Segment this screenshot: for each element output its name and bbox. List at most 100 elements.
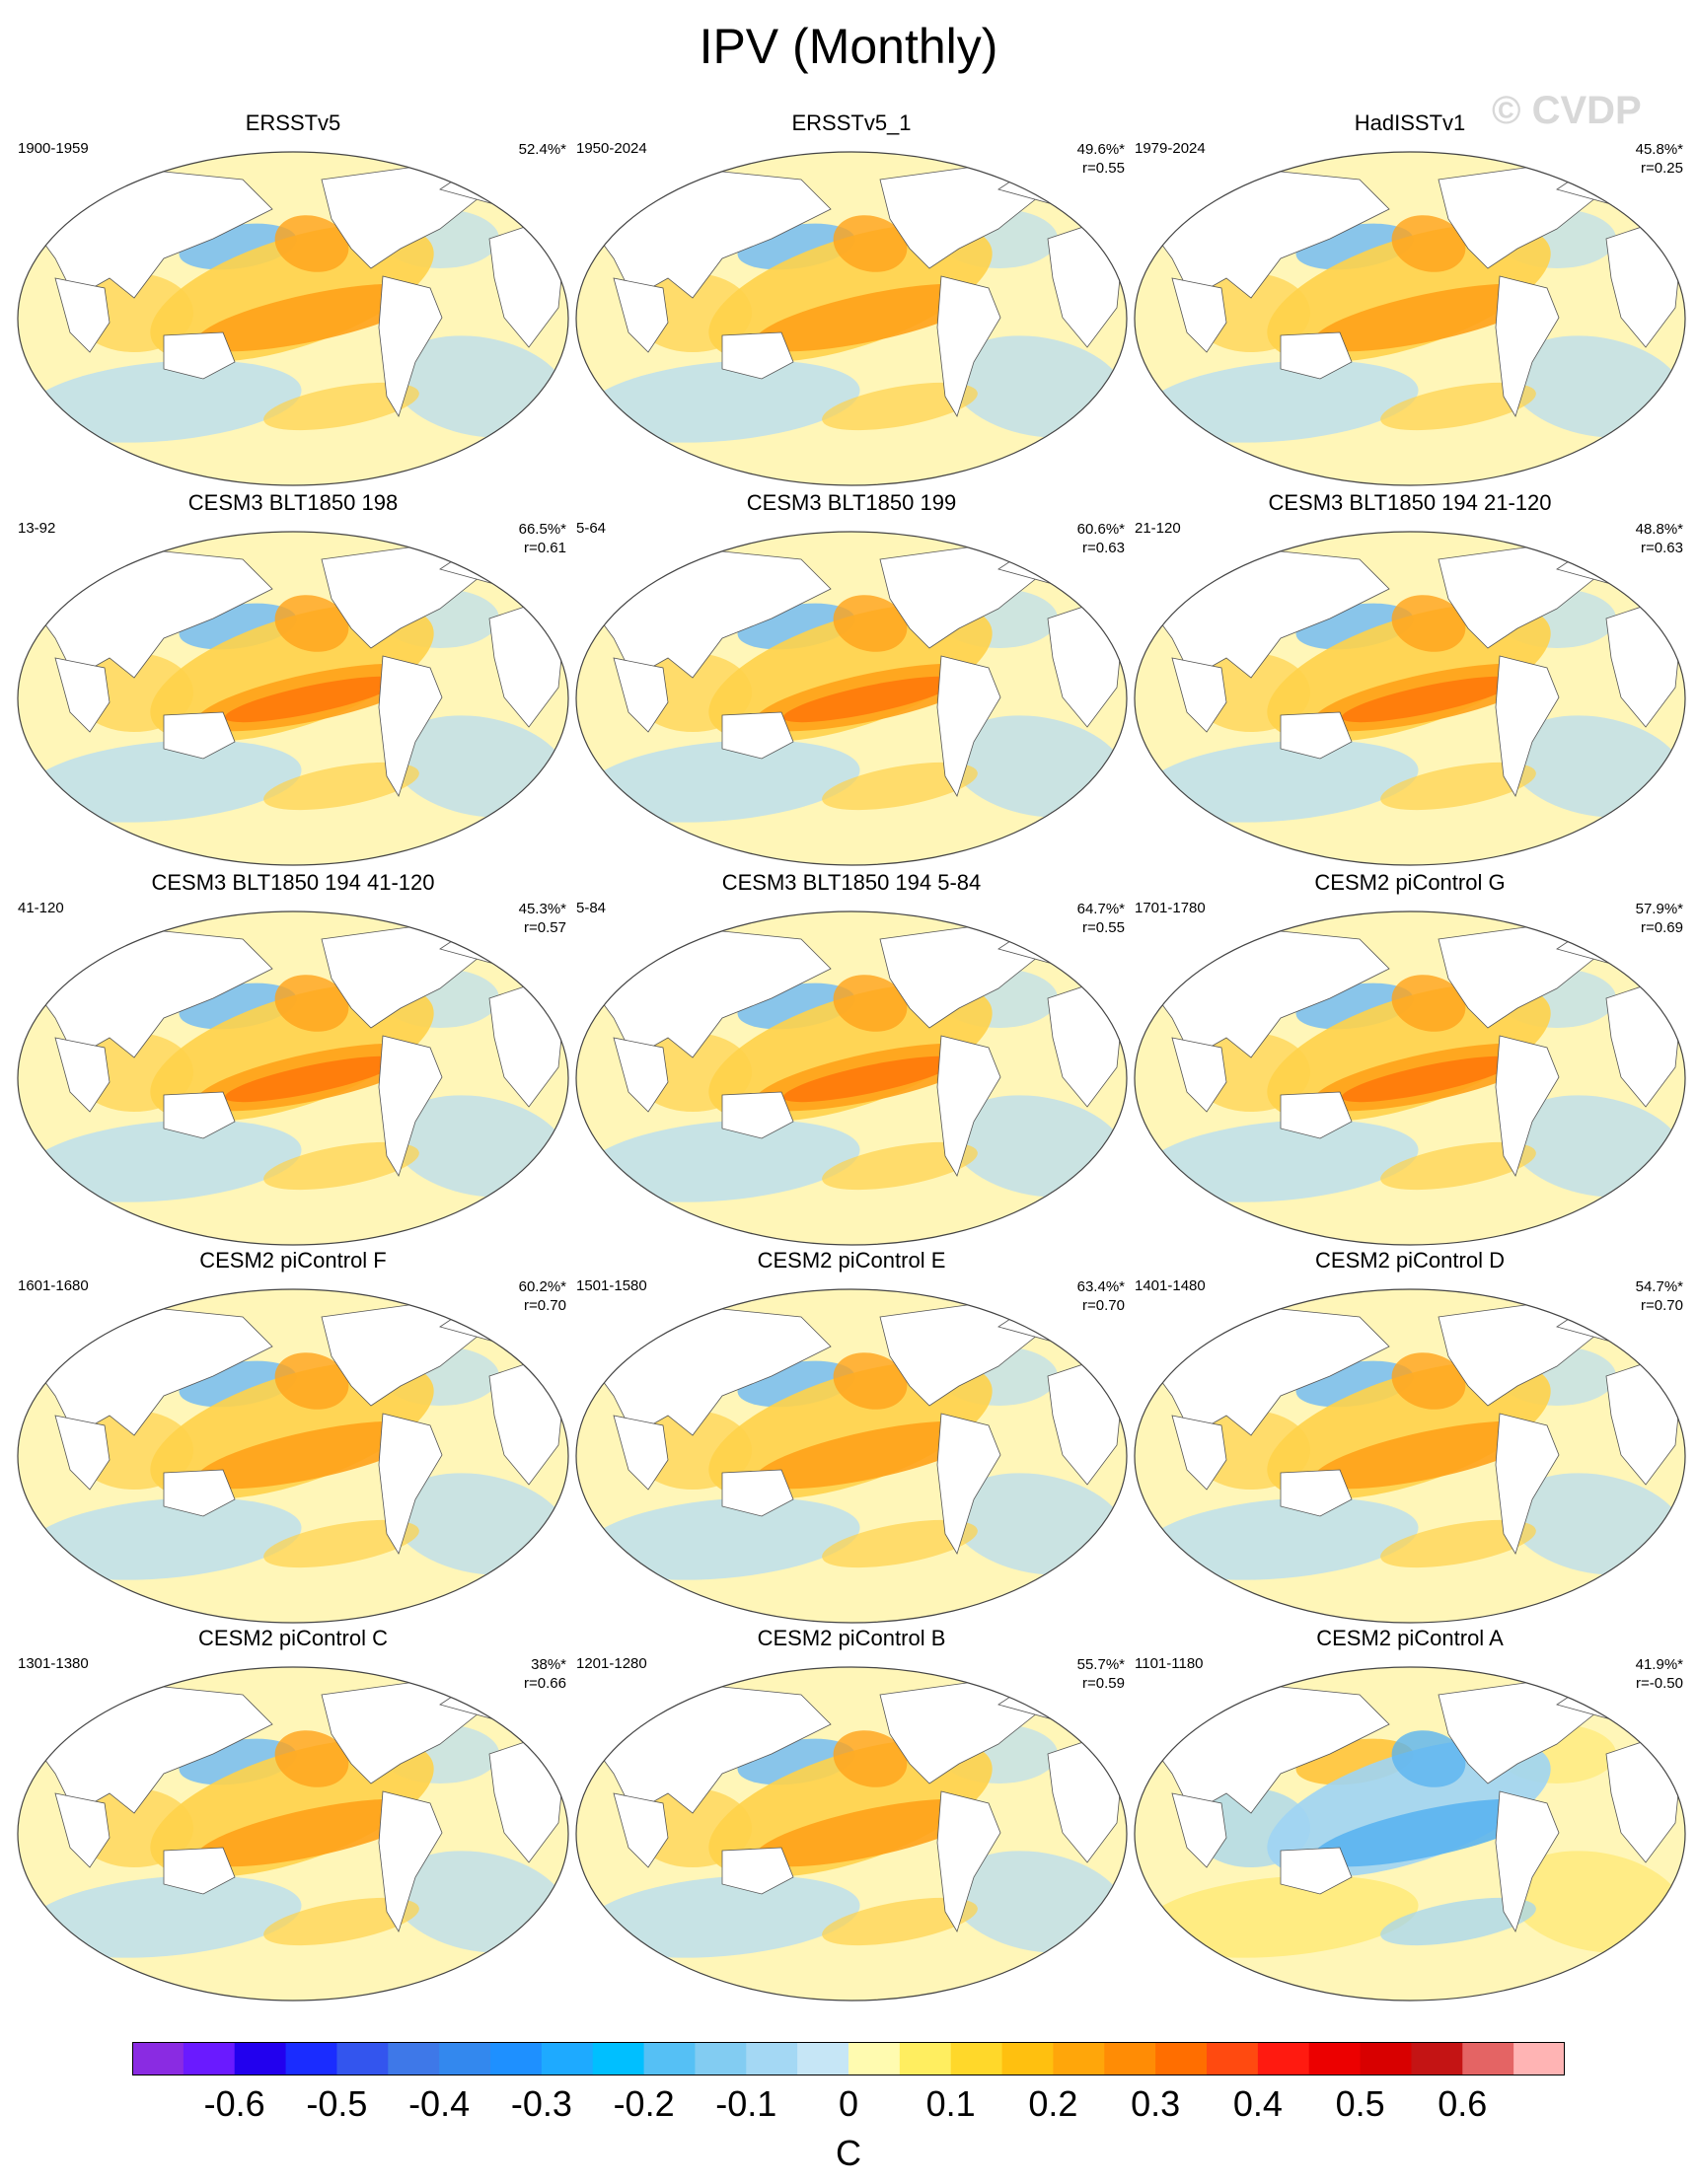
colorbar-swatch: [1104, 2042, 1156, 2075]
colorbar-swatch: [899, 2042, 952, 2075]
variance-percent: 57.9%*: [1635, 901, 1683, 917]
variance-percent: 45.8%*: [1635, 141, 1683, 158]
sst-map: [575, 151, 1128, 486]
warm-anomaly-alaska-coast: [274, 215, 349, 272]
map-border: [1134, 1288, 1686, 1624]
pattern-correlation: r=0.59: [1082, 1675, 1125, 1692]
panel-stats: 64.7%* r=0.55: [1077, 900, 1125, 937]
panel-stats: 48.8%* r=0.63: [1636, 520, 1683, 557]
continent-africa: [613, 277, 669, 353]
colorbar-swatch: [388, 2042, 440, 2075]
colorbar-swatch: [490, 2042, 543, 2075]
continent-africa: [613, 1792, 669, 1868]
continent-africa: [1171, 1037, 1227, 1113]
colorbar-swatch: [1411, 2042, 1463, 2075]
pattern-correlation: r=0.69: [1641, 919, 1683, 936]
pattern-correlation: r=0.55: [1082, 160, 1125, 177]
colorbar-swatch: [1155, 2042, 1208, 2075]
warm-anomaly-core: [1341, 1056, 1516, 1103]
colorbar-tick-label: 0.5: [1335, 2083, 1385, 2124]
map-border: [1134, 531, 1686, 866]
pattern-correlation: r=0.55: [1082, 919, 1125, 936]
map-border: [17, 1288, 569, 1624]
variance-percent: 52.4%*: [518, 141, 566, 158]
map-border: [575, 151, 1128, 486]
map-panel: CESM2 piControl B 1201-1280 55.7%* r=0.59: [574, 1626, 1129, 2002]
warm-anomaly-alaska-coast: [833, 1730, 908, 1787]
continent-south-america: [936, 1790, 1001, 1932]
colorbar-tick-label: 0.2: [1028, 2083, 1078, 2124]
continent-south-america: [1495, 655, 1560, 797]
map-border: [1134, 1666, 1686, 2002]
continent-australia: [1280, 331, 1353, 380]
sst-map: [1134, 151, 1686, 486]
continent-south-america: [1495, 1790, 1560, 1932]
pattern-correlation: r=0.61: [524, 540, 566, 556]
panel-title: CESM3 BLT1850 198: [187, 490, 399, 515]
continent-south-america: [936, 1035, 1001, 1177]
sst-map: [1134, 1288, 1686, 1624]
cool-anomaly-southern-indian: [1143, 360, 1419, 443]
colorbar-swatch: [797, 2042, 849, 2075]
variance-percent: 60.2%*: [518, 1278, 566, 1295]
warm-anomaly-tropical-pacific: [1312, 1420, 1545, 1490]
warm-anomaly-core: [1341, 676, 1516, 723]
map-panel: CESM2 piControl A 1101-1180 41.9%* r=-0.50: [1133, 1626, 1687, 2002]
continent-africa: [613, 657, 669, 733]
continent-africa: [1171, 1792, 1227, 1868]
panel-period: 5-64: [576, 520, 607, 537]
panel-period: 1701-1780: [1135, 900, 1206, 916]
continent-australia: [163, 331, 236, 380]
map-border: [17, 910, 569, 1246]
map-panel: CESM3 BLT1850 199 5-64 60.6%* r=0.63: [574, 490, 1129, 867]
continent-south-america: [936, 1413, 1001, 1555]
warm-anomaly-south-pacific: [1380, 382, 1536, 431]
colorbar-swatch: [746, 2042, 798, 2075]
pattern-correlation: r=0.66: [524, 1675, 566, 1692]
map-border: [575, 910, 1128, 1246]
continent-south-america: [378, 1790, 443, 1932]
continent-africa: [54, 1415, 111, 1491]
panel-period: 1301-1380: [18, 1655, 89, 1672]
pattern-correlation: r=0.70: [1641, 1297, 1683, 1314]
variance-percent: 48.8%*: [1635, 521, 1683, 538]
cool-anomaly-southern-indian: [584, 1497, 860, 1580]
sst-map: [1134, 1666, 1686, 2002]
sst-map: [1134, 910, 1686, 1246]
warm-anomaly-alaska-coast: [274, 1730, 349, 1787]
panel-title: CESM2 piControl C: [198, 1626, 388, 1650]
panel-stats: 52.4%*: [519, 140, 566, 159]
warm-anomaly-alaska-coast: [1391, 215, 1466, 272]
panel-stats: 66.5%* r=0.61: [519, 520, 566, 557]
sst-map: [1134, 531, 1686, 866]
warm-anomaly-tropical-pacific: [1312, 283, 1545, 352]
warm-anomaly-south-pacific: [263, 1519, 419, 1568]
warm-anomaly-south-pacific: [263, 762, 419, 811]
continent-australia: [721, 1847, 794, 1895]
warm-anomaly-south-pacific: [1380, 1897, 1536, 1946]
continent-africa: [54, 1792, 111, 1868]
panel-title: ERSSTv5_1: [791, 110, 912, 135]
panel-title: CESM3 BLT1850 194 41-120: [151, 870, 435, 895]
variance-percent: 49.6%*: [1076, 141, 1125, 158]
map-panel: CESM3 BLT1850 194 41-120 41-120 45.3%* r=0.…: [16, 870, 570, 1247]
colorbar-swatch: [439, 2042, 491, 2075]
panel-stats: 41.9%* r=-0.50: [1636, 1655, 1683, 1693]
panel-period: 1601-1680: [18, 1277, 89, 1294]
continent-south-america: [1495, 1035, 1560, 1177]
warm-anomaly-alaska-coast: [833, 595, 908, 652]
panel-title: CESM2 piControl D: [1315, 1248, 1505, 1273]
cool-anomaly-southern-indian: [1143, 1875, 1419, 1958]
cool-anomaly-southern-indian: [26, 360, 302, 443]
colorbar-swatch: [1257, 2042, 1310, 2075]
panel-period: 1950-2024: [576, 140, 647, 157]
variance-percent: 41.9%*: [1635, 1656, 1683, 1673]
sst-map: [575, 1288, 1128, 1624]
warm-anomaly-south-pacific: [1380, 1141, 1536, 1191]
continent-south-america: [378, 1413, 443, 1555]
warm-anomaly-south-pacific: [1380, 1519, 1536, 1568]
colorbar-swatch: [1308, 2042, 1362, 2075]
panel-period: 1101-1180: [1135, 1655, 1204, 1672]
colorbar-swatch: [285, 2042, 337, 2075]
map-panel: CESM2 piControl E 1501-1580 63.4%* r=0.70: [574, 1248, 1129, 1625]
